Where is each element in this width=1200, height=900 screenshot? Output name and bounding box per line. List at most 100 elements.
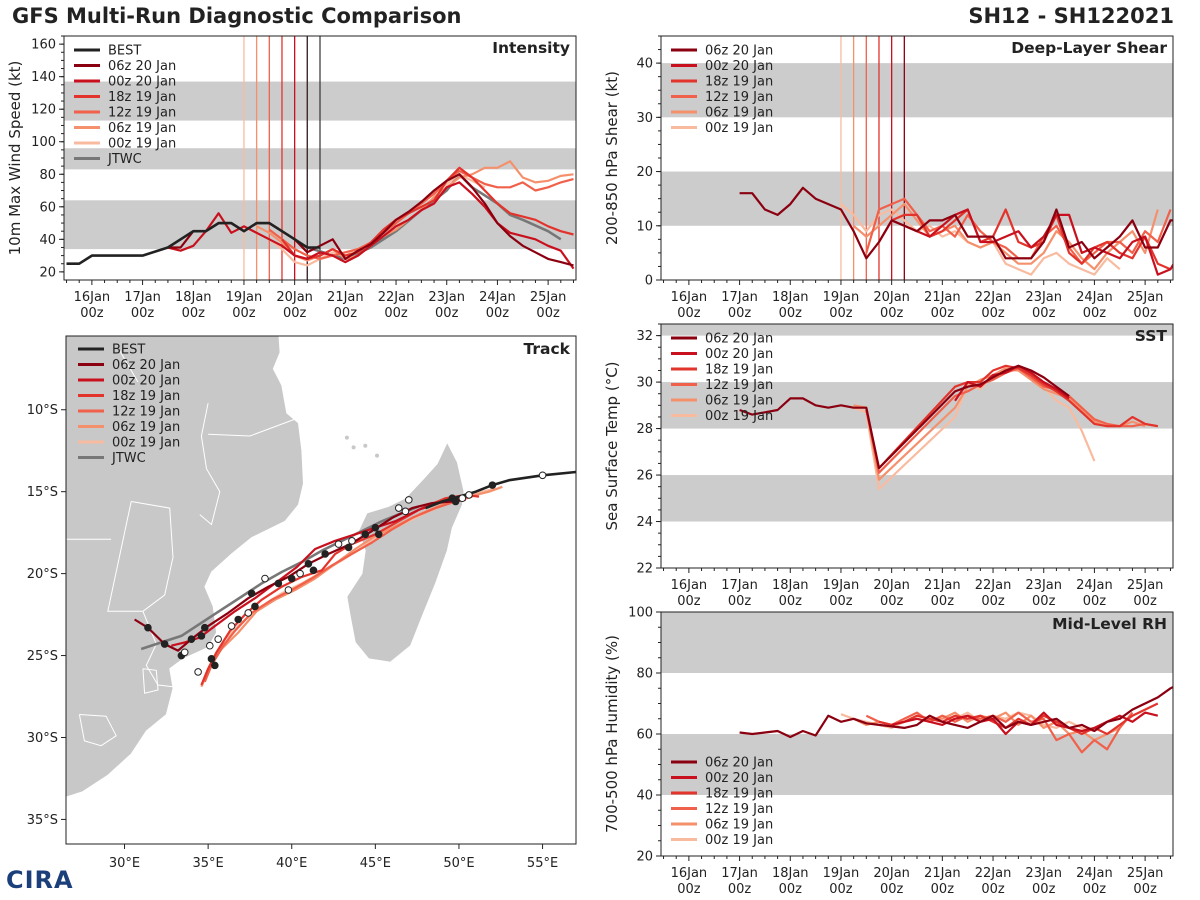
x-tick-label: 00z xyxy=(283,306,307,321)
y-tick-label: 24 xyxy=(636,515,653,530)
x-tick-label: 00z xyxy=(880,306,904,321)
storm-id: SH12 - SH122021 xyxy=(968,4,1174,28)
x-tick-label: 23Jan xyxy=(1025,290,1062,305)
legend-label: BEST xyxy=(108,44,141,59)
track-marker xyxy=(211,661,219,670)
x-tick-label: 00z xyxy=(728,306,752,321)
shade-band xyxy=(661,63,1173,118)
legend-label: 00z 20 Jan xyxy=(705,347,773,362)
track-marker xyxy=(214,635,222,643)
legend-label: 06z 19 Jan xyxy=(112,420,180,435)
legend-label: BEST xyxy=(112,343,145,358)
x-tick-label: 00z xyxy=(1133,306,1157,321)
x-tick-label: 20Jan xyxy=(873,578,910,593)
x-tick-label: 16Jan xyxy=(671,866,708,881)
x-tick-label: 21Jan xyxy=(924,578,961,593)
madagascar-landmass xyxy=(346,441,465,663)
country-border xyxy=(199,403,221,526)
x-tick-label: 23Jan xyxy=(1025,578,1062,593)
y-tick-label: 80 xyxy=(39,168,56,183)
x-tick-label: 21Jan xyxy=(924,290,961,305)
y-tick-label: 28 xyxy=(636,422,653,437)
x-tick-label: 00z xyxy=(981,594,1005,609)
legend-label: 12z 19 Jan xyxy=(112,405,180,420)
x-tick-label: 00z xyxy=(182,306,206,321)
legend-label: 00z 19 Jan xyxy=(705,833,773,848)
x-tick-label: 00z xyxy=(1083,882,1107,897)
x-tick-label: 22Jan xyxy=(975,290,1012,305)
y-tick-label: 100 xyxy=(31,135,56,150)
x-tick-label: 25Jan xyxy=(1127,866,1164,881)
x-tick-label: 00z xyxy=(779,306,803,321)
track-marker xyxy=(401,507,410,516)
y-tick-label: 140 xyxy=(31,70,56,85)
x-tick-label: 17Jan xyxy=(124,290,161,305)
x-tick-label: 16Jan xyxy=(671,290,708,305)
y-axis-label: 700-500 hPa Humidity (%) xyxy=(603,635,621,833)
legend-label: 00z 19 Jan xyxy=(112,436,180,451)
series-line-12z-19-jan xyxy=(268,169,574,260)
panel-track: 30°E 35°E 40°E 45°E 50°E 55°E 10°S 15°S 20°S 25°S… xyxy=(27,335,577,871)
island xyxy=(375,453,380,458)
track-marker xyxy=(394,504,403,512)
track-marker xyxy=(144,623,152,632)
track-marker xyxy=(348,537,356,545)
island xyxy=(351,445,356,450)
y-tick-label: 22 xyxy=(636,562,653,577)
x-tick-label: 18Jan xyxy=(772,578,809,593)
x-tick-label: 00z xyxy=(829,882,853,897)
track-18z-19-jan xyxy=(200,493,480,686)
x-tick-label: 19Jan xyxy=(823,578,860,593)
x-tick-label: 00z xyxy=(80,306,104,321)
shade-band xyxy=(661,382,1173,429)
y-tick-label: 60 xyxy=(39,200,56,215)
legend-label: 06z 19 Jan xyxy=(705,106,773,121)
lat-tick-label: 15°S xyxy=(27,485,58,500)
x-tick-label: 18Jan xyxy=(772,290,809,305)
legend-label: 18z 19 Jan xyxy=(705,363,773,378)
panel-title: Deep-Layer Shear xyxy=(1011,39,1167,57)
y-axis-label: Sea Surface Temp (°C) xyxy=(603,361,621,530)
shade-band xyxy=(661,324,1173,336)
track-marker xyxy=(244,609,253,617)
panel-title: Intensity xyxy=(492,39,570,57)
lon-tick-label: 35°E xyxy=(192,856,223,871)
track-marker xyxy=(538,471,547,480)
legend-label: 12z 19 Jan xyxy=(705,90,773,105)
series-line-06z-20-jan xyxy=(739,685,1173,739)
x-tick-label: 24Jan xyxy=(1076,866,1113,881)
x-tick-label: 00z xyxy=(1032,594,1056,609)
lat-tick-label: 30°S xyxy=(27,731,58,746)
y-tick-label: 20 xyxy=(636,850,653,865)
x-tick-label: 00z xyxy=(779,882,803,897)
x-tick-label: 22Jan xyxy=(975,866,1012,881)
country-border xyxy=(208,417,299,437)
track-marker xyxy=(488,481,497,489)
island xyxy=(344,435,349,440)
lat-tick-label: 20°S xyxy=(27,567,58,582)
x-tick-label: 00z xyxy=(486,306,510,321)
cira-logo: CIRA xyxy=(6,866,74,894)
track-12z-19-jan xyxy=(203,495,473,683)
legend-label: 12z 19 Jan xyxy=(705,802,773,817)
x-tick-label: 20Jan xyxy=(873,290,910,305)
track-marker xyxy=(234,615,243,624)
x-tick-label: 00z xyxy=(334,306,358,321)
x-tick-label: 00z xyxy=(1083,306,1107,321)
x-tick-label: 16Jan xyxy=(74,290,111,305)
y-tick-label: 60 xyxy=(636,728,653,743)
legend-label: 00z 19 Jan xyxy=(705,121,773,136)
country-border xyxy=(117,347,139,383)
shade-band xyxy=(661,734,1173,795)
legend-label: JTWC xyxy=(107,152,142,167)
track-marker xyxy=(344,543,353,552)
x-tick-label: 00z xyxy=(931,306,955,321)
legend-label: 00z 20 Jan xyxy=(108,75,176,90)
track-marker xyxy=(465,491,473,499)
x-tick-label: 23Jan xyxy=(428,290,465,305)
panel-intensity: 2040608010012014016016Jan00z17Jan00z18Ja… xyxy=(6,35,577,321)
track-marker xyxy=(458,494,467,503)
series-line-18z-19-jan xyxy=(281,166,574,260)
x-tick-label: 00z xyxy=(829,594,853,609)
